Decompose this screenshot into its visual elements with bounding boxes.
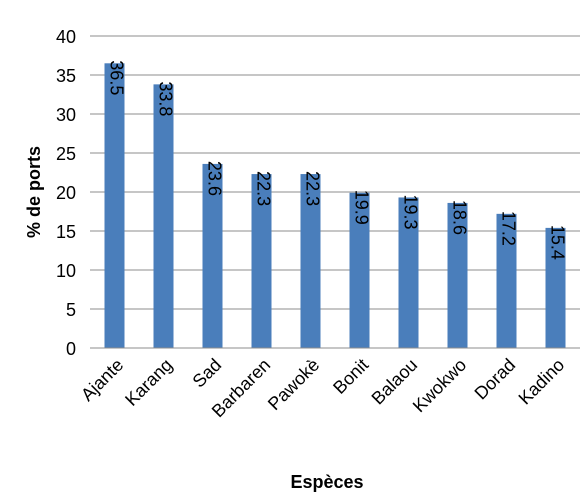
y-tick-labels: 0 5 10 15 20 25 30 35 40 (56, 27, 76, 359)
bar (447, 202, 468, 348)
data-label: 22.3 (254, 171, 274, 206)
data-label: 22.3 (303, 171, 323, 206)
bar (153, 84, 174, 349)
data-labels: 36.5 33.8 23.6 22.3 22.3 19.9 19.3 18.6 17.2 15.4 (107, 60, 568, 260)
y-tick-label: 35 (56, 66, 76, 86)
data-label: 18.6 (450, 200, 470, 235)
data-label: 19.3 (401, 194, 421, 229)
x-tick-label: Kwokwo (409, 355, 471, 417)
bars (104, 63, 566, 349)
bar (545, 227, 566, 348)
data-label: 33.8 (156, 81, 176, 116)
bar (104, 63, 125, 349)
y-tick-label: 10 (56, 261, 76, 281)
x-tick-label: Karang (121, 355, 176, 410)
bar (300, 174, 321, 348)
bar (398, 197, 419, 348)
bar (349, 192, 370, 348)
bar (251, 174, 272, 348)
x-tick-label: Sad (189, 355, 226, 392)
y-tick-label: 5 (66, 300, 76, 320)
data-label: 17.2 (499, 211, 519, 246)
y-tick-label: 15 (56, 222, 76, 242)
data-label: 36.5 (107, 60, 127, 95)
y-tick-label: 20 (56, 183, 76, 203)
x-tick-label: Pawokè (264, 355, 323, 414)
x-tick-label: Bonit (329, 355, 372, 398)
y-axis-title: % de ports (24, 146, 44, 238)
bar (496, 213, 517, 348)
y-tick-label: 0 (66, 339, 76, 359)
x-tick-label: Ajante (77, 355, 127, 405)
data-label: 19.9 (352, 190, 372, 225)
x-tick-label: Kadino (515, 355, 569, 409)
y-tick-label: 30 (56, 105, 76, 125)
data-label: 15.4 (548, 225, 568, 260)
data-label: 23.6 (205, 161, 225, 196)
y-tick-label: 40 (56, 27, 76, 47)
x-axis-title: Espèces (290, 472, 363, 492)
y-tick-label: 25 (56, 144, 76, 164)
bar (202, 163, 223, 348)
x-tick-label: Dorad (471, 355, 520, 404)
